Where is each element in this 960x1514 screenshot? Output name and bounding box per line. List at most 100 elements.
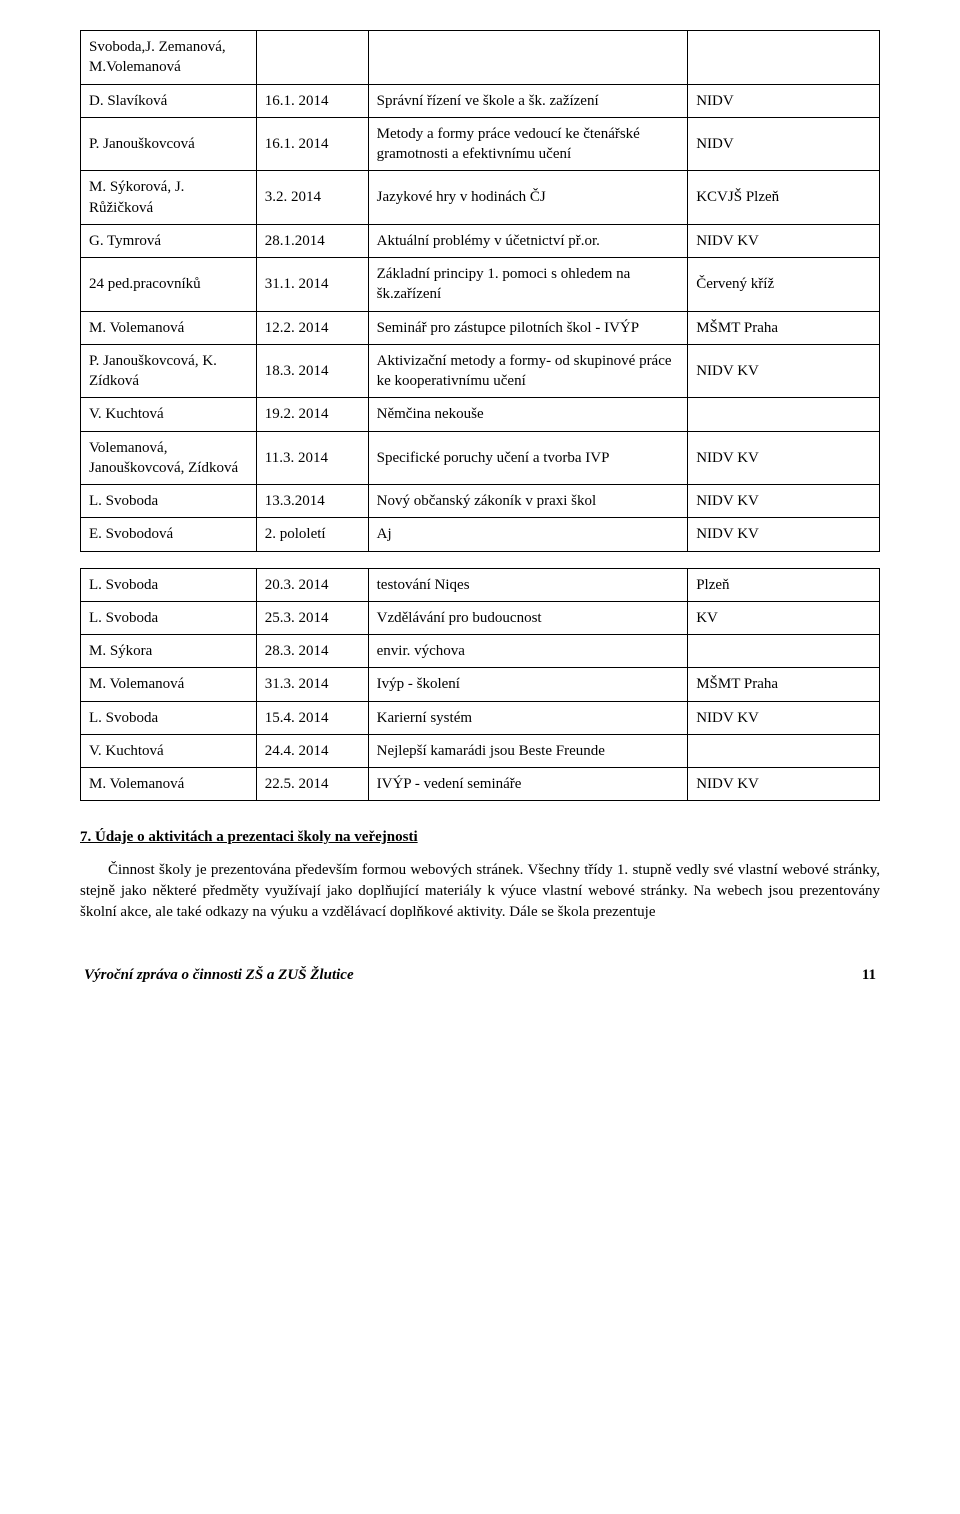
- cell-name: L. Svoboda: [81, 568, 257, 601]
- cell-date: 2. pololetí: [256, 518, 368, 551]
- table-row: G. Tymrová28.1.2014Aktuální problémy v ú…: [81, 224, 880, 257]
- cell-topic: Nejlepší kamarádi jsou Beste Freunde: [368, 734, 688, 767]
- cell-topic: Aj: [368, 518, 688, 551]
- education-table-1: Svoboda,J. Zemanová, M.Volemanová D. Sla…: [80, 30, 880, 552]
- cell-date: 12.2. 2014: [256, 311, 368, 344]
- cell-name: L. Svoboda: [81, 485, 257, 518]
- table-row: L. Svoboda15.4. 2014Karierní systémNIDV …: [81, 701, 880, 734]
- cell-provider: NIDV KV: [688, 344, 880, 398]
- table-row: V. Kuchtová19.2. 2014Němčina nekouše: [81, 398, 880, 431]
- cell-topic: Metody a formy práce vedoucí ke čtenářsk…: [368, 117, 688, 171]
- cell-topic: envir. výchova: [368, 635, 688, 668]
- cell-provider: [688, 635, 880, 668]
- cell-date: 15.4. 2014: [256, 701, 368, 734]
- table-row: M. Sýkora28.3. 2014envir. výchova: [81, 635, 880, 668]
- cell-name: Volemanová, Janouškovcová, Zídková: [81, 431, 257, 485]
- cell-provider: NIDV KV: [688, 768, 880, 801]
- page-number: 11: [862, 967, 876, 984]
- cell-topic: Specifické poruchy učení a tvorba IVP: [368, 431, 688, 485]
- cell-provider: NIDV KV: [688, 224, 880, 257]
- cell-provider: Plzeň: [688, 568, 880, 601]
- paragraph-line-1: Činnost školy je prezentována především …: [108, 862, 628, 878]
- table-row: Volemanová, Janouškovcová, Zídková11.3. …: [81, 431, 880, 485]
- section-title: 7. Údaje o aktivitách a prezentaci školy…: [80, 829, 880, 846]
- cell-topic: Aktuální problémy v účetnictví př.or.: [368, 224, 688, 257]
- table-1-body: Svoboda,J. Zemanová, M.Volemanová D. Sla…: [81, 31, 880, 552]
- cell-date: 31.1. 2014: [256, 258, 368, 312]
- table-row: M. Volemanová12.2. 2014Seminář pro zástu…: [81, 311, 880, 344]
- cell-date: 18.3. 2014: [256, 344, 368, 398]
- cell-name: L. Svoboda: [81, 701, 257, 734]
- cell-date: 3.2. 2014: [256, 171, 368, 225]
- table-row: E. Svobodová2. pololetíAjNIDV KV: [81, 518, 880, 551]
- cell-provider: [688, 31, 880, 85]
- cell-name: M. Sýkora: [81, 635, 257, 668]
- cell-provider: KV: [688, 601, 880, 634]
- cell-topic: Němčina nekouše: [368, 398, 688, 431]
- table-row: Svoboda,J. Zemanová, M.Volemanová: [81, 31, 880, 85]
- cell-topic: Vzdělávání pro budoucnost: [368, 601, 688, 634]
- cell-date: 25.3. 2014: [256, 601, 368, 634]
- cell-topic: Základní principy 1. pomoci s ohledem na…: [368, 258, 688, 312]
- body-paragraph: Činnost školy je prezentována především …: [80, 860, 880, 923]
- cell-date: 13.3.2014: [256, 485, 368, 518]
- cell-topic: Nový občanský zákoník v praxi škol: [368, 485, 688, 518]
- cell-date: 20.3. 2014: [256, 568, 368, 601]
- cell-provider: NIDV: [688, 84, 880, 117]
- cell-topic: Karierní systém: [368, 701, 688, 734]
- footer-text: Výroční zpráva o činnosti ZŠ a ZUŠ Žluti…: [84, 967, 354, 984]
- cell-date: 16.1. 2014: [256, 84, 368, 117]
- cell-provider: [688, 398, 880, 431]
- cell-name: P. Janouškovcová: [81, 117, 257, 171]
- cell-provider: [688, 734, 880, 767]
- cell-date: 24.4. 2014: [256, 734, 368, 767]
- cell-topic: Ivýp - školení: [368, 668, 688, 701]
- table-row: L. Svoboda20.3. 2014testování NiqesPlzeň: [81, 568, 880, 601]
- table-row: V. Kuchtová24.4. 2014Nejlepší kamarádi j…: [81, 734, 880, 767]
- table-row: L. Svoboda25.3. 2014Vzdělávání pro budou…: [81, 601, 880, 634]
- cell-date: 19.2. 2014: [256, 398, 368, 431]
- cell-name: M. Sýkorová, J. Růžičková: [81, 171, 257, 225]
- table-row: M. Volemanová31.3. 2014Ivýp - školeníMŠM…: [81, 668, 880, 701]
- cell-provider: NIDV: [688, 117, 880, 171]
- cell-provider: MŠMT Praha: [688, 668, 880, 701]
- cell-provider: NIDV KV: [688, 485, 880, 518]
- page-footer: Výroční zpráva o činnosti ZŠ a ZUŠ Žluti…: [80, 967, 880, 984]
- cell-date: [256, 31, 368, 85]
- table-row: D. Slavíková16.1. 2014Správní řízení ve …: [81, 84, 880, 117]
- cell-name: D. Slavíková: [81, 84, 257, 117]
- cell-name: G. Tymrová: [81, 224, 257, 257]
- cell-topic: Správní řízení ve škole a šk. zažízení: [368, 84, 688, 117]
- cell-provider: NIDV KV: [688, 518, 880, 551]
- cell-name: P. Janouškovcová, K. Zídková: [81, 344, 257, 398]
- table-row: P. Janouškovcová16.1. 2014Metody a formy…: [81, 117, 880, 171]
- cell-topic: testování Niqes: [368, 568, 688, 601]
- table-row: M. Volemanová22.5. 2014IVÝP - vedení sem…: [81, 768, 880, 801]
- table-row: 24 ped.pracovníků31.1. 2014Základní prin…: [81, 258, 880, 312]
- cell-topic: [368, 31, 688, 85]
- cell-name: M. Volemanová: [81, 768, 257, 801]
- cell-name: V. Kuchtová: [81, 398, 257, 431]
- cell-provider: MŠMT Praha: [688, 311, 880, 344]
- cell-date: 11.3. 2014: [256, 431, 368, 485]
- cell-name: Svoboda,J. Zemanová, M.Volemanová: [81, 31, 257, 85]
- cell-provider: KCVJŠ Plzeň: [688, 171, 880, 225]
- education-table-2: L. Svoboda20.3. 2014testování NiqesPlzeň…: [80, 568, 880, 802]
- table-2-body: L. Svoboda20.3. 2014testování NiqesPlzeň…: [81, 568, 880, 801]
- cell-name: 24 ped.pracovníků: [81, 258, 257, 312]
- cell-date: 28.3. 2014: [256, 635, 368, 668]
- table-row: P. Janouškovcová, K. Zídková18.3. 2014Ak…: [81, 344, 880, 398]
- cell-provider: NIDV KV: [688, 431, 880, 485]
- cell-name: V. Kuchtová: [81, 734, 257, 767]
- cell-name: E. Svobodová: [81, 518, 257, 551]
- cell-name: M. Volemanová: [81, 668, 257, 701]
- table-row: L. Svoboda13.3.2014Nový občanský zákoník…: [81, 485, 880, 518]
- cell-date: 31.3. 2014: [256, 668, 368, 701]
- cell-date: 28.1.2014: [256, 224, 368, 257]
- cell-provider: NIDV KV: [688, 701, 880, 734]
- cell-date: 22.5. 2014: [256, 768, 368, 801]
- cell-date: 16.1. 2014: [256, 117, 368, 171]
- table-row: M. Sýkorová, J. Růžičková3.2. 2014Jazyko…: [81, 171, 880, 225]
- cell-name: L. Svoboda: [81, 601, 257, 634]
- cell-topic: Aktivizační metody a formy- od skupinové…: [368, 344, 688, 398]
